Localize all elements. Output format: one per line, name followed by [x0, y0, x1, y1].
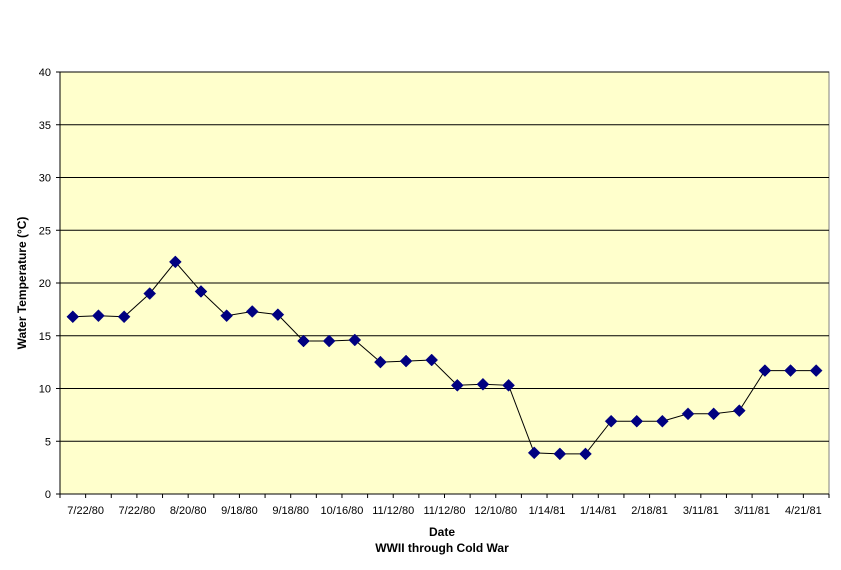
y-tick-label: 35	[39, 120, 51, 132]
data-point-marker	[194, 285, 208, 298]
y-axis-ticks: 0 5 10 15 20 25 30 35 40	[39, 67, 60, 501]
data-point-marker	[579, 447, 592, 461]
data-point-marker	[450, 378, 464, 392]
data-point-marker	[66, 310, 80, 324]
data-point-marker	[374, 355, 387, 369]
x-tick-label: 7/22/80	[67, 505, 104, 517]
x-axis-ticks: 7/22/80 7/22/80 8/20/80 9/18/80 9/18/80 10/16…	[59, 494, 830, 517]
data-markers	[66, 255, 823, 461]
x-tick-label: 3/11/81	[734, 505, 770, 517]
data-point-marker	[117, 310, 131, 324]
x-tick-label: 1/14/81	[580, 505, 617, 517]
y-tick-label: 30	[39, 173, 51, 185]
x-tick-label: 10/16/80	[321, 505, 364, 517]
data-point-marker	[784, 364, 797, 377]
data-point-marker	[527, 446, 541, 460]
x-tick-label: 11/12/80	[423, 505, 465, 517]
data-point-marker	[476, 377, 490, 391]
y-tick-label: 15	[39, 331, 51, 343]
data-point-marker	[630, 414, 644, 428]
data-point-marker	[245, 305, 259, 318]
x-tick-label: 9/18/80	[221, 505, 258, 517]
data-point-marker	[322, 334, 336, 348]
x-axis-title: Date	[429, 525, 455, 539]
data-point-marker	[271, 308, 285, 322]
x-tick-label: 1/14/81	[529, 505, 566, 517]
data-point-marker	[297, 334, 310, 348]
y-tick-label: 40	[39, 67, 51, 79]
x-tick-label: 7/22/80	[119, 505, 156, 517]
x-axis-subtitle: WWII through Cold War	[375, 541, 509, 555]
data-point-marker	[809, 364, 823, 377]
x-tick-label: 11/12/80	[372, 505, 414, 517]
data-point-marker	[92, 309, 105, 323]
data-point-marker	[681, 407, 695, 421]
data-point-marker	[143, 287, 157, 300]
data-point-marker	[399, 354, 413, 368]
data-point-marker	[168, 255, 182, 269]
data-point-marker	[553, 447, 567, 461]
y-tick-label: 10	[39, 384, 51, 396]
data-point-marker	[656, 414, 669, 428]
y-tick-label: 0	[45, 489, 51, 501]
data-point-marker	[707, 407, 721, 421]
x-tick-label: 9/18/80	[272, 505, 309, 517]
data-point-marker	[348, 333, 362, 347]
x-tick-label: 2/18/81	[631, 505, 668, 517]
y-tick-label: 5	[45, 436, 51, 448]
y-tick-label: 25	[39, 225, 51, 237]
data-point-marker	[502, 378, 515, 392]
y-tick-label: 20	[39, 278, 51, 290]
data-point-marker	[425, 353, 439, 367]
data-point-marker	[732, 404, 746, 418]
x-tick-label: 8/20/80	[170, 505, 207, 517]
y-axis-title: Water Temperature (°C)	[15, 217, 29, 350]
data-point-marker	[604, 414, 618, 428]
x-tick-label: 12/10/80	[474, 505, 517, 517]
x-tick-label: 4/21/81	[785, 505, 822, 517]
x-tick-label: 3/11/81	[683, 505, 719, 517]
data-point-marker	[758, 364, 772, 377]
data-point-marker	[220, 309, 233, 323]
gridlines	[60, 71, 829, 442]
